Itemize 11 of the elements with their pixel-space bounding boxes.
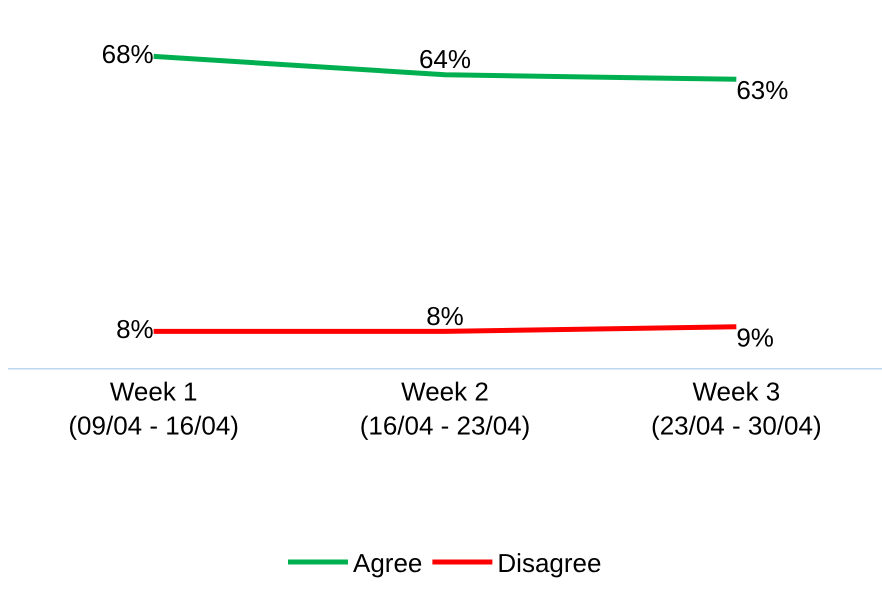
data-label: 64% xyxy=(418,44,472,74)
x-tick-label: Week 1 (09/04 - 16/04) xyxy=(68,376,239,440)
legend-label: Agree xyxy=(353,548,422,578)
legend-label: Disagree xyxy=(497,548,602,578)
data-label: 8% xyxy=(426,300,464,331)
data-label: 9% xyxy=(736,322,774,352)
data-label: 63% xyxy=(736,74,788,105)
x-tick-label: Week 3 (23/04 - 30/04) xyxy=(651,376,822,440)
data-label: 8% xyxy=(116,314,154,344)
x-tick-label: Week 2 (16/04 - 23/04) xyxy=(360,376,530,440)
data-label: 68% xyxy=(102,38,154,69)
